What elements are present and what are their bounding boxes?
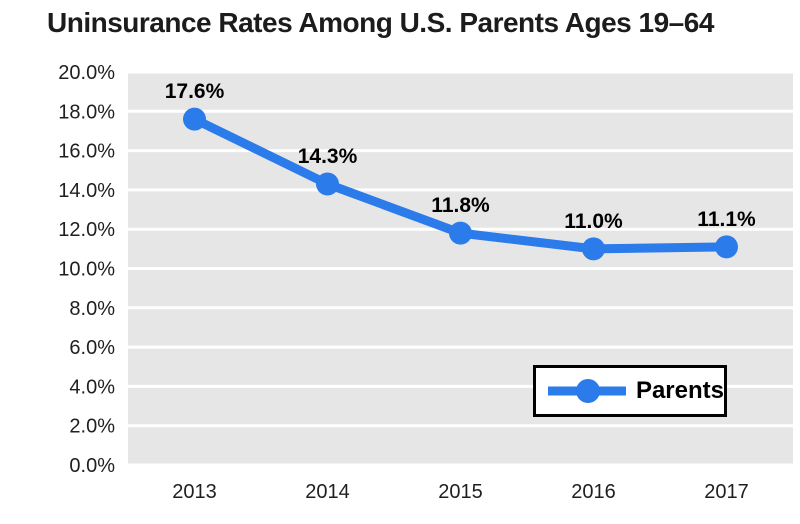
- data-label: 11.8%: [431, 194, 490, 217]
- legend-label: Parents: [635, 377, 724, 404]
- data-point: [183, 107, 206, 131]
- y-tick-label: 14.0%: [58, 180, 115, 202]
- y-tick-label: 10.0%: [58, 259, 115, 281]
- legend-marker-icon: [548, 379, 626, 403]
- data-label: 17.6%: [165, 80, 225, 103]
- x-tick-label: 2017: [704, 481, 749, 503]
- data-point: [316, 172, 339, 196]
- x-tick-label: 2014: [305, 481, 350, 503]
- data-point: [449, 221, 472, 245]
- legend: Parents: [533, 365, 727, 417]
- data-label: 11.1%: [697, 208, 756, 231]
- y-tick-label: 0.0%: [69, 455, 115, 477]
- x-tick-label: 2016: [571, 481, 616, 503]
- y-tick-label: 16.0%: [58, 141, 115, 163]
- x-tick-label: 2015: [438, 481, 483, 503]
- y-tick-label: 12.0%: [58, 219, 115, 241]
- data-point: [582, 237, 605, 261]
- x-tick-label: 2013: [172, 481, 217, 503]
- y-tick-label: 18.0%: [58, 101, 115, 123]
- y-tick-label: 2.0%: [69, 416, 115, 438]
- data-label: 14.3%: [298, 145, 358, 168]
- data-point: [715, 235, 738, 259]
- y-tick-label: 6.0%: [69, 337, 115, 359]
- data-label: 11.0%: [564, 210, 623, 233]
- y-tick-label: 8.0%: [69, 298, 115, 320]
- y-tick-label: 4.0%: [69, 376, 115, 398]
- y-tick-label: 20.0%: [58, 62, 115, 84]
- chart-title: Uninsurance Rates Among U.S. Parents Age…: [47, 7, 714, 38]
